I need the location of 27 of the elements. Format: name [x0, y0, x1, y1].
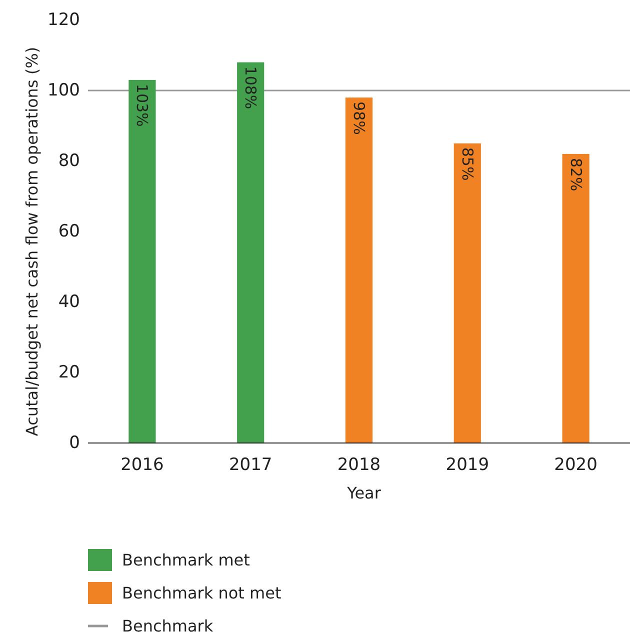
x-tick-label: 2019 — [446, 455, 490, 475]
data-label: 103% — [133, 84, 152, 127]
y-tick-label: 20 — [58, 362, 80, 382]
data-label: 82% — [566, 158, 585, 192]
y-tick-label: 120 — [48, 10, 80, 30]
x-tick-label: 2017 — [228, 455, 272, 475]
y-tick-label: 60 — [58, 222, 80, 242]
x-axis-title: Year — [346, 484, 382, 502]
legend-label: Benchmark met — [122, 550, 250, 570]
y-tick-label: 0 — [69, 433, 80, 453]
bar — [454, 143, 481, 443]
data-label: 85% — [458, 147, 476, 181]
y-tick-label: 40 — [58, 292, 80, 312]
legend-label: Benchmark not met — [122, 584, 282, 602]
x-tick-label: 2018 — [337, 455, 381, 475]
y-tick-label: 80 — [58, 151, 80, 171]
bar — [562, 154, 590, 443]
y-tick-label: 100 — [48, 80, 80, 100]
x-tick-label: 2020 — [554, 455, 598, 475]
y-axis-title: Acutal/budget net cash flow from operations (%) — [22, 46, 42, 436]
data-label: 98% — [350, 102, 368, 135]
data-label: 108% — [242, 66, 260, 110]
legend-label: Benchmark — [122, 616, 214, 636]
bar — [128, 80, 156, 443]
x-tick-label: 2016 — [120, 455, 164, 475]
bar — [345, 98, 373, 443]
bar — [237, 62, 264, 443]
